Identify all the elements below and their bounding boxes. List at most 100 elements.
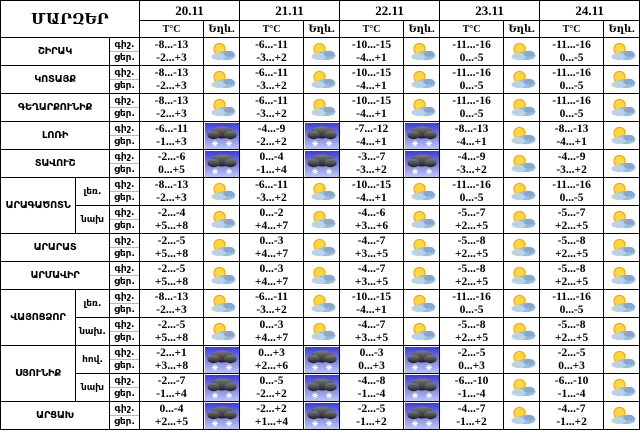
temperature-cell: -4...-9 -3...+2	[439, 149, 505, 178]
time-of-day-labels: գիշ. ցեր.	[108, 149, 141, 178]
sun-behind-cloud-icon	[211, 322, 236, 340]
temperature-cell: -6...-11 -3...+2	[239, 93, 305, 122]
day-temperature: 0...-5	[559, 303, 584, 316]
sun-behind-cloud-icon	[211, 182, 236, 200]
day-temperature: -3...+2	[256, 107, 287, 120]
temperature-cell: -6...-11 -3...+2	[239, 289, 305, 318]
date-header: 23.11	[439, 0, 541, 21]
night-temperature: -2...-5	[557, 346, 586, 359]
weather-icon-cell	[503, 121, 541, 150]
day-temperature: 0...+3	[358, 359, 385, 372]
sun-behind-cloud-icon	[511, 406, 536, 424]
night-label: գիշ.	[110, 95, 139, 108]
weather-icon-cell	[403, 65, 441, 94]
snow-cloud-icon	[304, 122, 339, 149]
region-name: ԼՈՌԻ	[0, 121, 110, 150]
sun-behind-cloud-icon	[611, 378, 636, 396]
temperature-cell: -8...-13 -2...+3	[139, 65, 205, 94]
night-label: գիշ.	[110, 403, 139, 416]
day-label: ցեր.	[114, 80, 135, 91]
table-row: ՏԱՎՈՒՇ գիշ. ցեր. -2...-6 0...+5 0...-4 -1...+4…	[0, 149, 640, 178]
date-header: 21.11	[239, 0, 341, 21]
day-temperature: +2...+5	[554, 331, 589, 344]
temperature-cell: -4...-9 -2...+2	[239, 121, 305, 150]
night-temperature: -10...-15	[351, 290, 392, 303]
sun-behind-cloud-icon	[511, 210, 536, 228]
day-temperature: -4...+1	[356, 303, 387, 316]
sun-behind-cloud-icon	[411, 70, 436, 88]
day-temperature: +3...+5	[354, 275, 389, 288]
weather-icon-cell	[303, 345, 341, 374]
day-temperature: 0...-5	[459, 107, 484, 120]
temperature-cell: -6...-11 -3...+2	[239, 177, 305, 206]
snow-cloud-icon	[404, 122, 439, 149]
weather-icon-cell	[503, 401, 541, 430]
sun-behind-cloud-icon	[611, 154, 636, 172]
temperature-cell: -2...-5 0...+3	[539, 345, 605, 374]
night-label: գիշ.	[110, 67, 139, 80]
weather-icon-cell	[603, 289, 640, 318]
temperature-cell: -4...-7 -1...+2	[539, 401, 605, 430]
zone-label: նախ	[75, 205, 110, 234]
temperature-cell: 0...-3 +4...+7	[239, 233, 305, 262]
day-temperature: -1...-4	[457, 387, 486, 400]
weather-icon-cell	[403, 37, 441, 66]
region-name: ԱՐԱՐԱՏ	[0, 233, 110, 262]
night-temperature: 0...-4	[259, 150, 284, 163]
weather-icon-cell	[303, 65, 341, 94]
temperature-cell: -7...-12 -4...+1	[339, 121, 405, 150]
night-temperature: -2...-5	[357, 402, 386, 415]
night-temperature: -6...-11	[255, 94, 288, 107]
sun-behind-cloud-icon	[211, 294, 236, 312]
time-of-day-labels: գիշ. ցեր.	[108, 261, 141, 290]
table-row: ԱՐԱՐԱՏ գիշ. ցեր. -2...-5 +5...+8 0...-3 +4...+…	[0, 233, 640, 262]
weather-icon-cell	[503, 345, 541, 374]
sun-behind-cloud-icon	[611, 42, 636, 60]
temperature-column-header: T°C	[139, 20, 205, 38]
weather-icon-cell	[303, 233, 341, 262]
night-temperature: -5...-7	[457, 206, 486, 219]
weather-icon-cell	[303, 317, 341, 346]
sun-behind-cloud-icon	[211, 42, 236, 60]
temperature-cell: -2...-5 -1...+2	[339, 401, 405, 430]
night-temperature: -11...-16	[452, 94, 491, 107]
sun-behind-cloud-icon	[311, 98, 336, 116]
day-temperature: -2...+2	[256, 135, 287, 148]
day-temperature: -3...+2	[256, 191, 287, 204]
weather-icon-cell	[203, 177, 241, 206]
night-temperature: 0...-3	[359, 346, 384, 359]
day-label: ցեր.	[114, 164, 135, 175]
day-temperature: +2...+5	[554, 275, 589, 288]
night-label: գիշ.	[110, 207, 139, 220]
time-of-day-labels: գիշ. ցեր.	[108, 401, 141, 430]
night-label: գիշ.	[110, 291, 139, 304]
weather-icon-cell	[203, 121, 241, 150]
temperature-cell: -10...-15 -4...+1	[339, 93, 405, 122]
time-of-day-labels: գիշ. ցեր.	[108, 233, 141, 262]
temperature-cell: -2...-4 +5...+8	[139, 205, 205, 234]
weather-icon-cell	[203, 93, 241, 122]
night-temperature: -4...-7	[357, 234, 386, 247]
day-temperature: 0...-5	[559, 107, 584, 120]
night-temperature: -3...-7	[357, 150, 386, 163]
region-name: ԱՐՑԱԽ	[0, 401, 110, 430]
weather-icon-cell	[303, 289, 341, 318]
day-temperature: -1...+3	[156, 135, 187, 148]
snow-cloud-icon	[204, 122, 239, 149]
weather-icon-cell	[303, 401, 341, 430]
day-temperature: +1...+4	[254, 415, 289, 428]
day-label: ցեր.	[114, 332, 135, 343]
sun-behind-cloud-icon	[611, 210, 636, 228]
temperature-cell: -8...-13 -2...+3	[139, 177, 205, 206]
temperature-cell: -2...-5 +5...+8	[139, 261, 205, 290]
zone-label: լեռ.	[75, 289, 110, 318]
temperature-cell: -5...-8 +2...+5	[439, 317, 505, 346]
weather-icon-cell	[303, 177, 341, 206]
day-temperature: -1...+4	[256, 163, 287, 176]
temperature-cell: -5...-7 +2...+5	[439, 205, 505, 234]
night-temperature: -11...-16	[452, 178, 491, 191]
weather-icon-cell	[503, 177, 541, 206]
sun-behind-cloud-icon	[611, 126, 636, 144]
temperature-cell: -11...-16 0...-5	[439, 65, 505, 94]
night-temperature: 0...-2	[259, 206, 284, 219]
